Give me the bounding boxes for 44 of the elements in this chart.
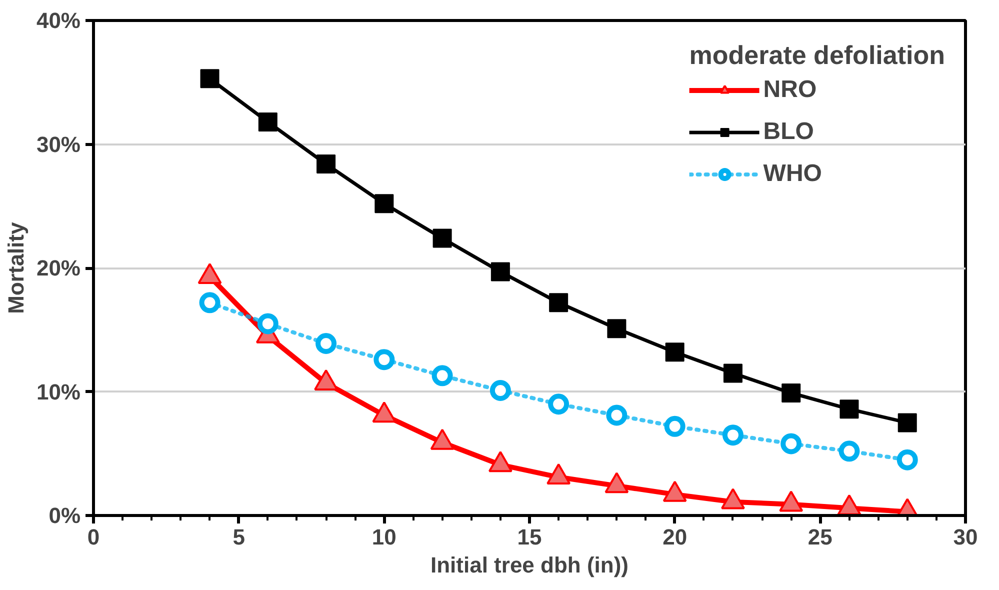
x-tick-label: 0 bbox=[87, 524, 100, 550]
point bbox=[199, 292, 220, 314]
y-tick-label: 30% bbox=[36, 132, 81, 157]
point bbox=[840, 400, 859, 419]
point bbox=[490, 262, 510, 282]
point bbox=[723, 364, 742, 383]
point bbox=[665, 342, 684, 362]
point bbox=[374, 194, 394, 214]
y-tick-label: 0% bbox=[48, 503, 80, 528]
x-tick-label: 20 bbox=[662, 524, 688, 550]
point bbox=[316, 154, 336, 174]
point bbox=[200, 69, 220, 88]
point bbox=[664, 416, 686, 437]
point bbox=[432, 365, 453, 386]
legend-label: WHO bbox=[763, 160, 822, 188]
point bbox=[607, 319, 626, 338]
x-axis-title: Initial tree dbh (in)) bbox=[430, 552, 629, 578]
y-tick-label: 10% bbox=[36, 379, 81, 404]
x-tick-label: 30 bbox=[953, 524, 978, 550]
point bbox=[374, 349, 395, 370]
y-tick-label: 20% bbox=[36, 256, 81, 280]
y-axis-title: Mortality bbox=[3, 221, 28, 314]
point bbox=[606, 404, 628, 426]
point bbox=[780, 433, 802, 454]
y-tick-label: 40% bbox=[36, 8, 81, 33]
point bbox=[838, 440, 860, 462]
point bbox=[257, 313, 278, 334]
point bbox=[548, 394, 570, 415]
legend-label: NRO bbox=[763, 76, 817, 104]
point bbox=[896, 449, 918, 470]
point bbox=[258, 112, 278, 132]
point bbox=[722, 424, 744, 446]
point bbox=[898, 413, 917, 432]
point bbox=[490, 380, 511, 401]
x-tick-label: 15 bbox=[517, 524, 542, 550]
point bbox=[432, 228, 452, 248]
legend-title: moderate defoliation bbox=[689, 40, 945, 71]
legend-label: BLO bbox=[763, 118, 814, 146]
point bbox=[782, 383, 801, 402]
x-tick-label: 25 bbox=[808, 524, 832, 550]
point bbox=[316, 333, 337, 354]
point bbox=[549, 293, 568, 312]
x-tick-label: 5 bbox=[232, 524, 245, 550]
x-tick-label: 10 bbox=[372, 524, 396, 550]
